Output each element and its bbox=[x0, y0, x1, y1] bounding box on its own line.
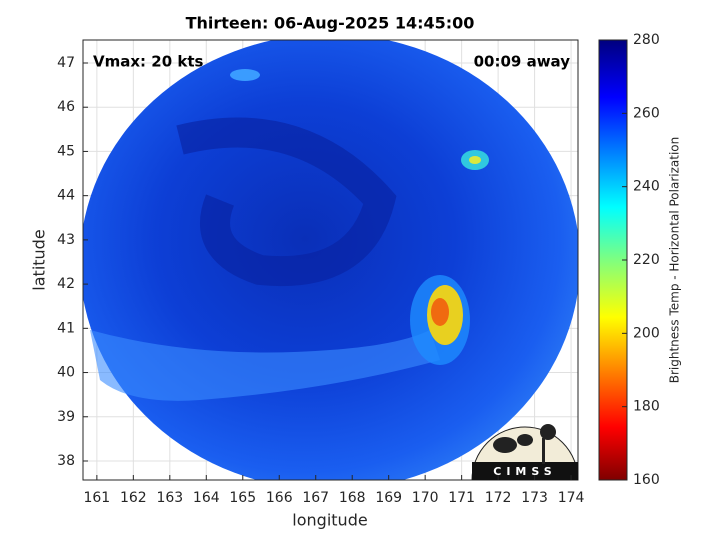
x-tick-label: 172 bbox=[485, 490, 512, 506]
y-tick-label: 46 bbox=[57, 99, 75, 115]
x-tick-label: 163 bbox=[156, 490, 183, 506]
x-tick-label: 173 bbox=[521, 490, 548, 506]
y-tick-label: 41 bbox=[57, 320, 75, 336]
vmax-annotation: Vmax: 20 kts bbox=[93, 53, 203, 71]
colorbar-tick-label: 240 bbox=[633, 179, 660, 195]
x-axis-label: longitude bbox=[292, 511, 367, 530]
y-tick-label: 47 bbox=[57, 55, 75, 71]
y-tick-label: 43 bbox=[57, 232, 75, 248]
colorbar-tick-label: 180 bbox=[633, 399, 660, 415]
y-tick-label: 45 bbox=[57, 143, 75, 159]
x-tick-label: 168 bbox=[339, 490, 366, 506]
x-tick-label: 170 bbox=[412, 490, 439, 506]
y-tick-label: 42 bbox=[57, 276, 75, 292]
logo-text: CIMSS bbox=[493, 465, 556, 478]
colorbar-tick-label: 160 bbox=[633, 472, 660, 488]
time-annotation: 00:09 away bbox=[474, 53, 571, 71]
title: Thirteen: 06-Aug-2025 14:45:00 bbox=[186, 14, 475, 33]
x-tick-label: 171 bbox=[448, 490, 475, 506]
colorbar-tick-label: 200 bbox=[633, 325, 660, 341]
x-tick-label: 162 bbox=[120, 490, 147, 506]
x-tick-label: 169 bbox=[375, 490, 402, 506]
y-axis-label: latitude bbox=[30, 229, 49, 290]
plot-frame bbox=[82, 39, 579, 481]
y-tick-label: 44 bbox=[57, 188, 75, 204]
y-tick-label: 38 bbox=[57, 453, 75, 469]
colorbar-tick-label: 220 bbox=[633, 252, 660, 268]
colorbar-tick-label: 280 bbox=[633, 32, 660, 48]
y-tick-label: 39 bbox=[57, 409, 75, 425]
x-tick-label: 174 bbox=[558, 490, 585, 506]
y-tick-label: 40 bbox=[57, 365, 75, 381]
x-tick-label: 161 bbox=[83, 490, 110, 506]
x-tick-label: 167 bbox=[302, 490, 329, 506]
satellite-image bbox=[83, 40, 578, 480]
x-tick-label: 166 bbox=[266, 490, 293, 506]
ticks: 161 162 163 164 165 166 167 168 169 170 171 172 173 1… bbox=[57, 32, 660, 506]
x-tick-label: 164 bbox=[193, 490, 220, 506]
colorbar-tick-label: 260 bbox=[633, 105, 660, 121]
x-tick-label: 165 bbox=[229, 490, 256, 506]
colorbar-label: Brightness Temp - Horizontal Polarizatio… bbox=[668, 137, 682, 384]
